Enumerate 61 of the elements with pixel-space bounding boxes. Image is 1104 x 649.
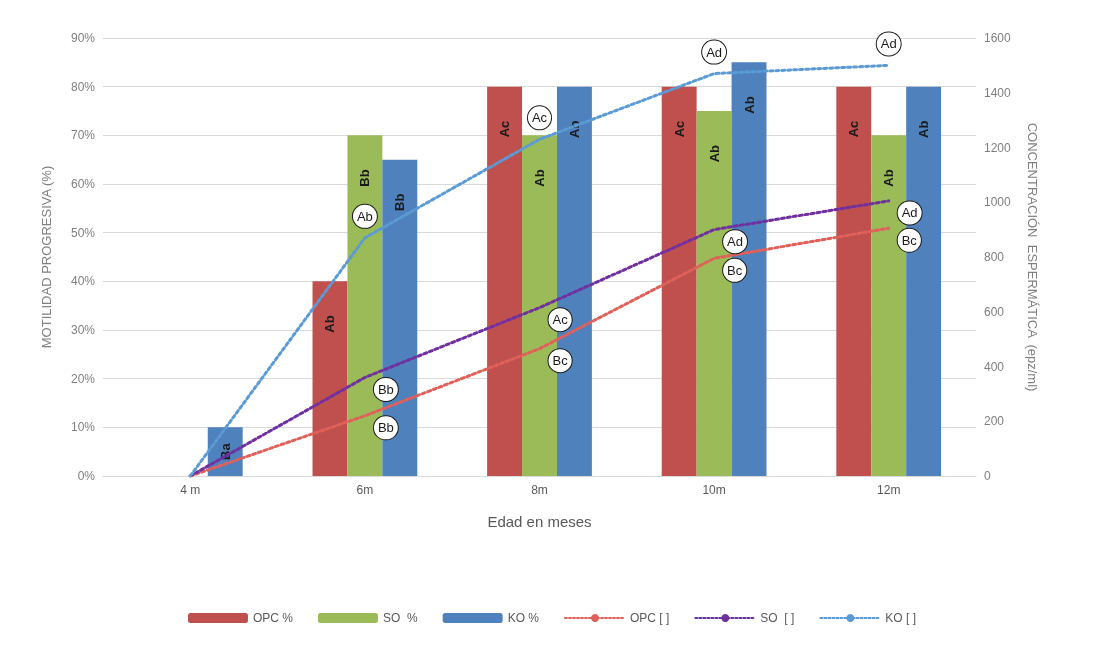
data-label: Bc [552, 353, 569, 369]
legend-label: OPC [ ] [630, 611, 670, 625]
legend-label: KO % [507, 611, 540, 625]
data-label: Ab [916, 120, 932, 139]
data-label: Ab [881, 169, 897, 187]
x-axis-title: Edad en meses [487, 513, 592, 530]
data-label: Bc [901, 232, 918, 248]
y2-tick-label: 800 [984, 250, 1005, 264]
bar [312, 281, 348, 476]
bar [836, 86, 872, 476]
y-tick-label: 60% [70, 177, 96, 191]
data-label: Bc [727, 262, 743, 278]
y-tick-label: 20% [70, 371, 96, 386]
y-tick-label: 30% [70, 323, 96, 337]
y-tick-label: 0% [77, 469, 96, 483]
y-tick-label: 90% [70, 31, 96, 45]
data-label: Bb [357, 169, 373, 187]
y2-tick-label: 1600 [984, 31, 1012, 45]
data-label: Bb [377, 381, 394, 397]
y-tick-label: 40% [70, 274, 96, 289]
x-tick-label: 8m [531, 483, 548, 497]
data-label: Ad [727, 234, 744, 250]
y-tick-label: 50% [70, 225, 96, 240]
y2-tick-label: 600 [984, 304, 1005, 319]
x-tick-label: 6m [356, 483, 374, 497]
data-label: Bb [392, 193, 408, 212]
data-label: Ac [846, 120, 862, 138]
x-tick-label: 4 m [180, 483, 201, 497]
x-tick-label: 10m [702, 483, 726, 497]
data-label: Bb [377, 420, 394, 436]
legend-label: KO [ ] [885, 611, 917, 625]
legend-label: SO [ ] [760, 611, 795, 625]
data-label: Ab [706, 144, 722, 163]
y-tick-label: 80% [70, 79, 96, 94]
data-label: Ab [356, 208, 373, 224]
legend-label: SO % [382, 611, 418, 625]
y2-tick-label: 1000 [984, 195, 1012, 210]
data-label: Ad [901, 205, 918, 221]
y-tick-label: 10% [70, 420, 96, 435]
y2-tick-label: 1400 [984, 85, 1012, 100]
y2-tick-label: 1200 [984, 140, 1012, 155]
y2-tick-label: 0 [984, 469, 991, 483]
data-label: Ab [322, 315, 338, 333]
data-label: Ab [532, 169, 547, 187]
y2-axis-title: CONCENTRACIÓN ESPERMÁTICA (epz/ml) [1025, 122, 1040, 392]
y-axis-title: MOTILIDAD PROGRESIVA (%) [39, 165, 54, 349]
data-label: Ad [880, 36, 897, 52]
x-tick-label: 12m [877, 483, 901, 497]
line-series [188, 63, 891, 478]
y2-tick-label: 200 [984, 414, 1005, 429]
y2-tick-label: 400 [984, 359, 1005, 374]
data-label: Ac [497, 120, 513, 138]
bar [487, 86, 523, 476]
y-tick-label: 70% [70, 128, 96, 143]
legend-label: OPC % [252, 611, 294, 625]
data-label: Ad [706, 44, 723, 60]
data-label: Ac [671, 120, 687, 138]
data-label: Ac [531, 110, 548, 126]
data-label: Ab [741, 96, 757, 114]
bar [661, 86, 697, 476]
data-label: Ac [552, 312, 569, 328]
